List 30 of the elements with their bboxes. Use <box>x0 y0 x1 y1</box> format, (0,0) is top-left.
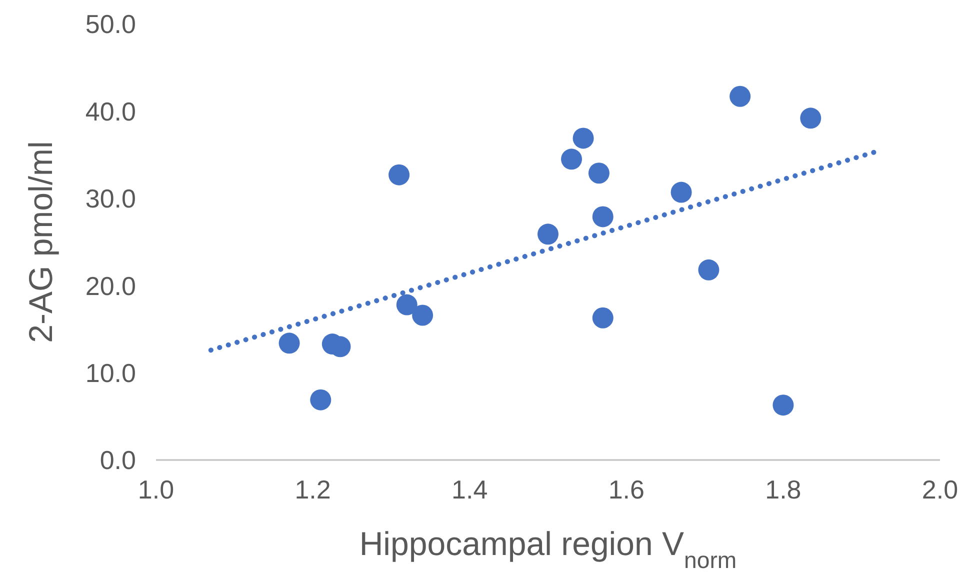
point <box>388 164 410 186</box>
y-tick-label: 30.0 <box>85 184 136 214</box>
point <box>592 206 614 228</box>
point <box>698 259 720 280</box>
point <box>412 304 434 326</box>
point <box>730 86 751 107</box>
x-tick-label: 1.6 <box>608 474 644 504</box>
x-tick-label: 2.0 <box>922 474 958 504</box>
point <box>396 294 418 316</box>
point <box>588 162 610 184</box>
x-tick-label: 1.2 <box>294 474 331 504</box>
y-tick-label: 40.0 <box>85 96 136 126</box>
y-tick-label: 50.0 <box>85 9 136 40</box>
point <box>800 108 822 129</box>
point <box>572 128 594 149</box>
point <box>278 332 300 354</box>
point <box>310 389 332 410</box>
y-tick-label: 20.0 <box>85 270 136 301</box>
x-axis-title: Hippocampal region V$_{norm}$ <box>359 525 737 573</box>
x-tick-label: 1.8 <box>765 474 802 504</box>
y-tick-label: 10.0 <box>85 358 136 388</box>
y-axis-title: 2-AG pmol/ml <box>22 141 58 343</box>
y-tick-label: 0.0 <box>100 445 136 476</box>
point <box>538 224 558 245</box>
x-tick-label: 1.0 <box>138 474 174 504</box>
point <box>772 394 794 416</box>
x-tick-label: 1.4 <box>452 474 488 504</box>
point <box>592 307 614 328</box>
point <box>670 182 692 203</box>
point <box>561 148 582 170</box>
